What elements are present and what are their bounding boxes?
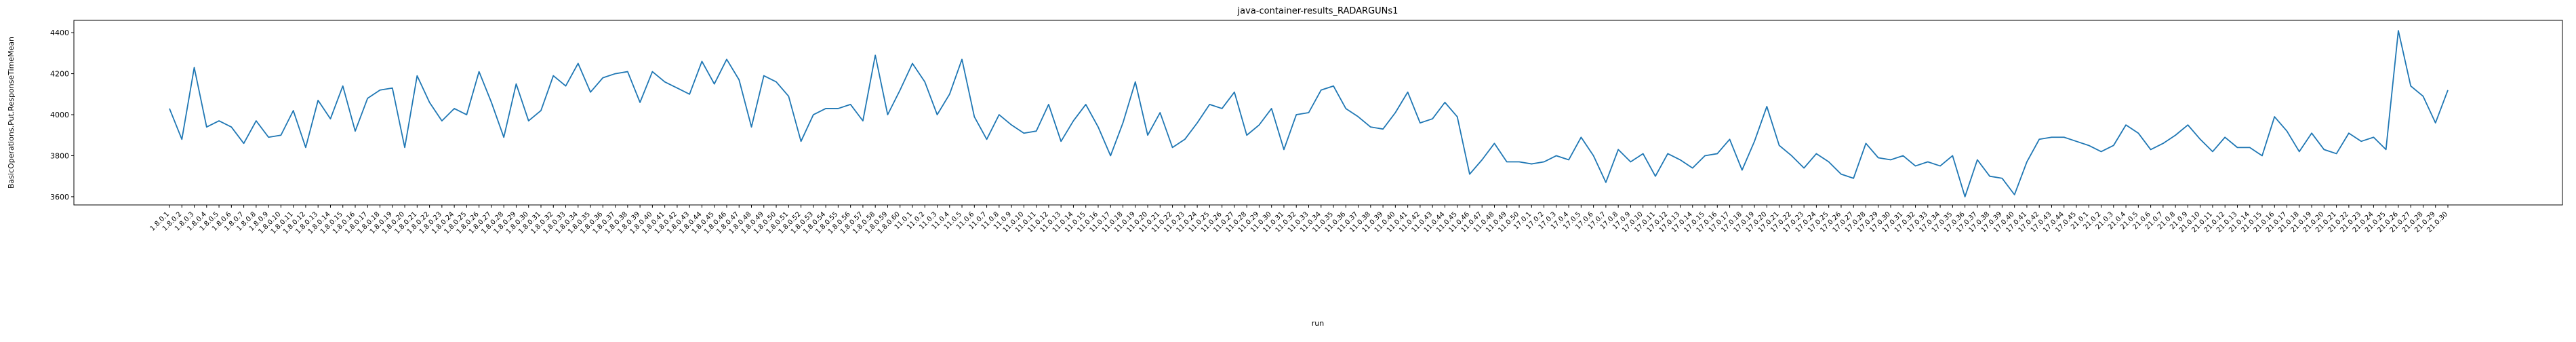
y-tick-label: 4000: [50, 111, 69, 119]
y-axis-label: BasicOperations.Put.ResponseTimeMean: [7, 37, 16, 189]
x-axis-label: run: [1312, 319, 1324, 328]
y-tick-label: 4200: [50, 70, 69, 79]
plot-frame: [73, 20, 2563, 206]
y-tick-label: 3600: [50, 193, 69, 202]
y-tick-label: 3800: [50, 151, 69, 160]
data-line: [169, 30, 2449, 197]
chart-title: java-container-results_RADARGUNs1: [1237, 6, 1398, 16]
y-tick-label: 4400: [50, 28, 69, 37]
